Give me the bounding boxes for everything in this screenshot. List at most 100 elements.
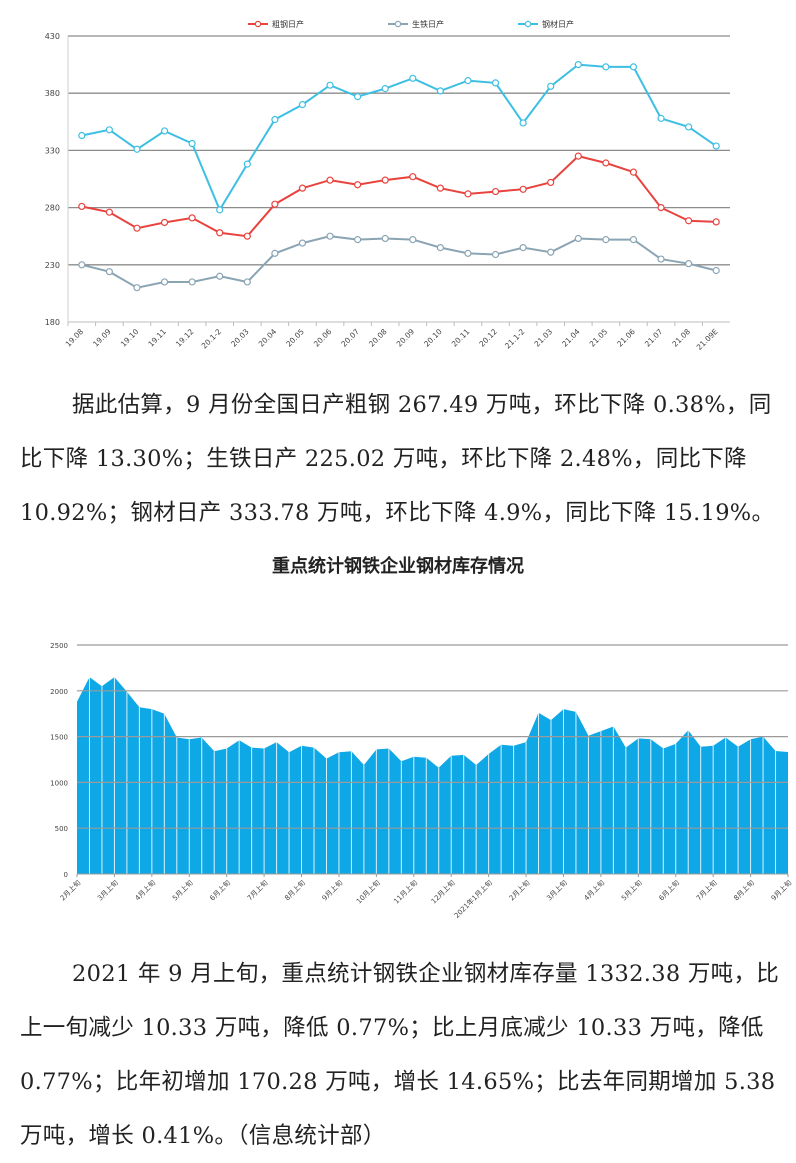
data-point: [491, 79, 500, 87]
data-point: [381, 234, 389, 243]
output-estimate-text: 据此估算，9 月份全国日产粗钢 267.49 万吨，环比下降 0.38%，同比下…: [20, 392, 775, 526]
x-tick-label: 12月上旬: [429, 878, 457, 906]
legend-marker: [394, 20, 402, 28]
series-line: [81, 154, 717, 238]
data-point: [685, 260, 693, 268]
legend-label: 生铁日产: [412, 19, 444, 29]
inventory-area: [77, 677, 788, 874]
y-tick-label: 0: [64, 871, 68, 879]
data-point: [657, 114, 665, 122]
x-tick-label: 20.11: [450, 327, 472, 349]
inventory-paragraph: 2021 年 9 月上旬，重点统计钢铁企业钢材库存量 1332.38 万吨，比上…: [20, 947, 785, 1163]
data-point: [105, 268, 113, 276]
x-tick-label: 20.08: [367, 327, 389, 349]
data-point: [326, 232, 334, 240]
data-point: [243, 232, 251, 240]
data-point: [188, 278, 196, 286]
data-point: [657, 204, 665, 212]
inventory-chart-title: 重点统计钢铁企业钢材库存情况: [272, 556, 524, 577]
x-tick-label: 21.1-2: [503, 327, 527, 351]
x-tick-label: 20.09: [395, 327, 417, 349]
x-tick-label: 19.09: [91, 327, 113, 349]
legend-marker: [524, 20, 532, 28]
data-point: [354, 93, 362, 101]
data-point: [574, 60, 582, 69]
data-point: [519, 119, 527, 127]
data-point: [160, 218, 169, 227]
x-tick-label: 19.10: [119, 327, 141, 349]
inventory-area-chart: 0 500 1000 1500 2000 2500 2月上旬 3月上旬 4月上旬 5月上旬 6月上旬…: [50, 642, 793, 920]
data-point: [602, 159, 610, 167]
data-point: [436, 87, 444, 95]
series-line: [81, 63, 717, 213]
x-tick-label: 7月上旬: [245, 878, 269, 902]
x-tick-label: 3月上旬: [95, 878, 119, 902]
x-tick-label: 19.12: [174, 327, 196, 349]
data-point: [381, 85, 389, 93]
x-tick-label: 7月上旬: [694, 878, 718, 902]
data-point: [160, 127, 169, 135]
x-tick-label: 21.06: [615, 327, 637, 349]
y-tick-label: 500: [55, 825, 68, 833]
y-tick-label: 280: [45, 204, 60, 213]
data-point: [464, 249, 472, 257]
data-point: [712, 266, 720, 275]
data-point: [78, 131, 86, 140]
data-point: [160, 278, 169, 286]
data-point: [78, 202, 86, 211]
data-point: [547, 82, 555, 90]
y-tick-label: 430: [45, 32, 60, 41]
x-tick-label: 2月上旬: [507, 878, 531, 902]
x-tick-label: 19.11: [146, 327, 168, 349]
data-point: [133, 224, 141, 232]
data-point: [464, 190, 472, 198]
data-point: [491, 187, 500, 196]
data-point: [629, 63, 638, 71]
data-point: [105, 126, 113, 134]
data-point: [547, 178, 555, 187]
data-point: [574, 152, 582, 160]
data-point: [326, 176, 334, 184]
x-tick-label: 20.10: [422, 327, 444, 349]
x-tick-label: 20.05: [284, 327, 306, 349]
data-point: [629, 168, 638, 176]
y-tick-label: 2500: [50, 642, 68, 650]
y-tick-label: 2000: [50, 688, 68, 696]
data-point: [629, 236, 638, 244]
x-tick-label: 10月上旬: [354, 878, 382, 906]
data-point: [409, 173, 417, 181]
x-tick-label: 21.04: [560, 327, 582, 349]
x-tick-label: 21.08: [670, 327, 692, 349]
data-point: [188, 139, 196, 148]
x-tick-label: 4月上旬: [133, 878, 157, 902]
data-point: [657, 255, 665, 263]
series-line: [81, 235, 717, 289]
x-tick-label: 8月上旬: [732, 878, 756, 902]
y-tick-label: 330: [45, 146, 60, 155]
x-tick-label: 21.05: [588, 327, 610, 349]
y-tick-label: 180: [45, 318, 60, 327]
x-tick-label: 6月上旬: [657, 878, 681, 902]
data-point: [298, 184, 307, 192]
data-point: [216, 229, 224, 237]
data-point: [602, 236, 610, 244]
data-point: [354, 236, 362, 244]
x-tick-label: 6月上旬: [208, 878, 232, 902]
data-point: [547, 248, 555, 256]
data-point: [243, 160, 251, 168]
data-point: [409, 74, 417, 82]
data-point: [685, 123, 693, 131]
data-point: [381, 176, 389, 184]
data-point: [685, 217, 693, 225]
x-tick-label: 19.08: [64, 327, 86, 349]
x-tick-label: 21.03: [533, 327, 555, 349]
y-tick-label: 1500: [50, 734, 68, 742]
data-point: [464, 77, 472, 85]
y-tick-label: 380: [45, 89, 60, 98]
data-point: [409, 236, 417, 244]
data-point: [216, 272, 224, 280]
x-tick-label: 20.03: [229, 327, 251, 349]
data-point: [105, 208, 113, 216]
data-point: [326, 81, 334, 89]
data-point: [519, 185, 527, 193]
